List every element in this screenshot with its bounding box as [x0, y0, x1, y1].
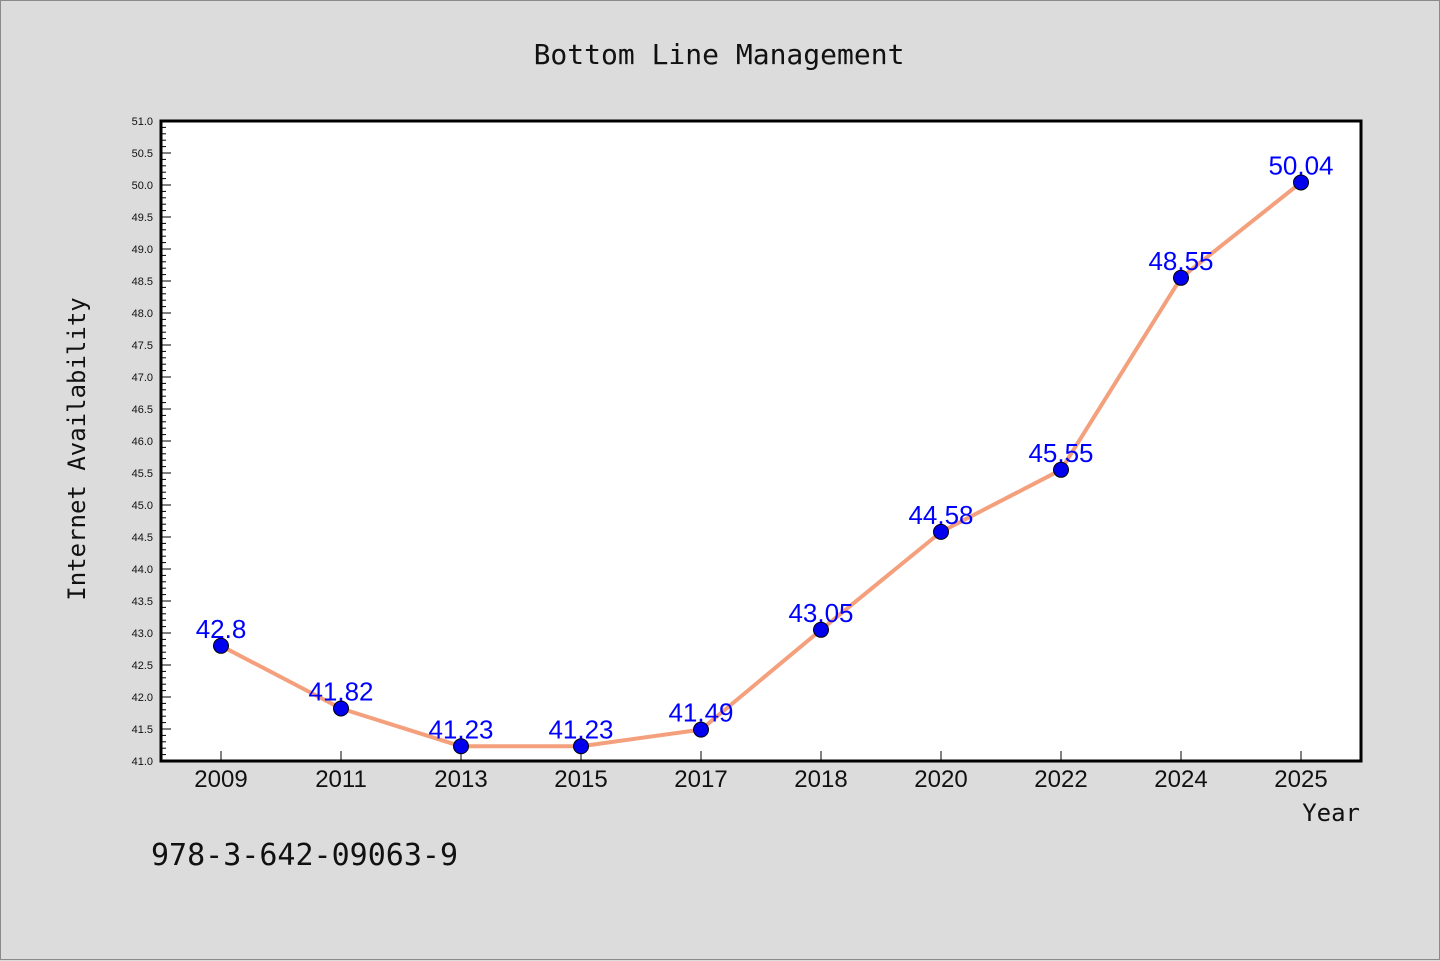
data-label: 41.82 — [308, 677, 373, 707]
data-label: 44.58 — [908, 500, 973, 530]
series-layer: 42.8 41.82 41.23 41.23 41.49 43.05 44.58 45.55 4… — [196, 150, 1334, 755]
y-tick-label: 43.5 — [132, 596, 153, 608]
y-tick-label: 45.0 — [132, 500, 153, 512]
y-tick-label: 48.0 — [132, 308, 153, 320]
data-label: 41.23 — [428, 714, 493, 744]
data-point — [1173, 269, 1189, 286]
plot-area — [159, 119, 1363, 763]
y-tick-label: 41.0 — [132, 756, 153, 768]
y-tick-label: 45.5 — [132, 468, 153, 480]
data-point — [693, 721, 709, 738]
x-tick-label: 2011 — [315, 766, 367, 793]
y-tick-label: 44.5 — [132, 532, 153, 544]
y-tick-label: 46.0 — [132, 436, 153, 448]
x-tick-label: 2024 — [1154, 766, 1207, 793]
data-point — [333, 700, 349, 717]
chart-title: Bottom Line Management — [534, 38, 905, 71]
y-tick-label: 50.5 — [132, 148, 153, 160]
data-label: 42.8 — [196, 614, 247, 644]
series-line — [219, 180, 1303, 749]
y-tick-label: 49.0 — [132, 244, 153, 256]
y-tick-label: 42.0 — [132, 692, 153, 704]
x-tick-label: 2025 — [1274, 766, 1327, 793]
x-tick-label: 2022 — [1034, 766, 1087, 793]
y-tick-label: 47.0 — [132, 372, 153, 384]
y-tick-label: 42.5 — [132, 660, 153, 672]
y-axis: 41.0 41.5 42.0 42.5 43.0 43.5 44.0 44.5 45.0 45.5… — [132, 116, 171, 768]
data-label: 50.04 — [1268, 150, 1333, 180]
y-tick-label: 44.0 — [132, 564, 153, 576]
x-tick-label: 2018 — [794, 766, 847, 793]
data-label: 48.55 — [1148, 246, 1213, 276]
x-axis: 2009 2011 2013 2015 2017 2018 2020 2022 2024 2025 — [194, 751, 1328, 793]
y-tick-label: 41.5 — [132, 724, 153, 736]
data-label: 41.49 — [668, 698, 733, 728]
x-tick-label: 2017 — [674, 766, 727, 793]
x-tick-label: 2015 — [554, 766, 607, 793]
x-tick-label: 2009 — [194, 766, 247, 793]
data-label: 41.23 — [548, 714, 613, 744]
data-point — [813, 621, 829, 638]
data-point — [453, 738, 469, 755]
y-tick-label: 49.5 — [132, 212, 153, 224]
y-axis-label: Internet Availability — [63, 297, 91, 600]
y-tick-label: 48.5 — [132, 276, 153, 288]
data-point — [1053, 461, 1069, 478]
y-tick-label: 46.5 — [132, 404, 153, 416]
data-label: 45.55 — [1028, 438, 1093, 468]
y-tick-label: 50.0 — [132, 180, 153, 192]
y-tick-label: 47.5 — [132, 340, 153, 352]
x-tick-label: 2013 — [434, 766, 487, 793]
x-tick-label: 2020 — [914, 766, 967, 793]
data-point — [933, 523, 949, 540]
data-point — [1293, 174, 1309, 191]
footer-text: 978-3-642-09063-9 — [151, 838, 458, 873]
x-axis-label: Year — [1302, 799, 1360, 827]
data-point — [213, 637, 229, 654]
data-point — [573, 738, 589, 755]
y-tick-label: 43.0 — [132, 628, 153, 640]
data-label: 43.05 — [788, 598, 853, 628]
y-tick-label: 51.0 — [132, 116, 153, 128]
